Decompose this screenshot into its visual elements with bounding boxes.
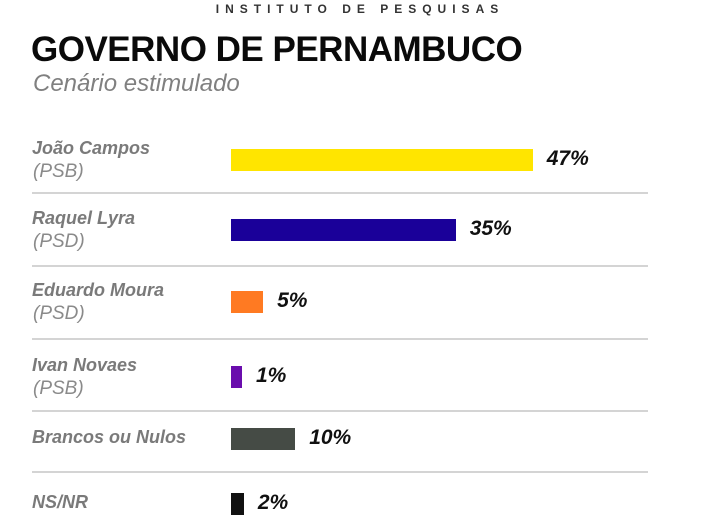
party-label: (PSD)	[33, 231, 85, 252]
row-divider	[32, 338, 648, 340]
row-divider	[32, 471, 648, 473]
candidate-name: Raquel Lyra	[32, 208, 136, 228]
row-divider	[32, 265, 648, 267]
chart-subtitle: Cenário estimulado	[33, 70, 240, 97]
candidate-name: Brancos ou Nulos	[32, 427, 187, 447]
value-label: 47%	[546, 147, 589, 170]
candidate-name: Eduardo Moura	[32, 280, 165, 300]
candidate-name: João Campos	[32, 138, 151, 158]
value-label: 35%	[469, 217, 512, 240]
value-label: 10%	[309, 426, 352, 449]
bar	[231, 366, 242, 388]
party-label: (PSB)	[33, 161, 84, 182]
bar	[231, 493, 244, 515]
value-label: 5%	[277, 289, 308, 312]
row-divider	[32, 410, 648, 412]
party-label: (PSB)	[33, 378, 84, 399]
bar	[231, 149, 533, 171]
chart-title: GOVERNO DE PERNAMBUCO	[31, 30, 523, 69]
row-divider	[32, 192, 648, 194]
candidate-name: Ivan Novaes	[32, 355, 138, 375]
institute-name: INSTITUTO DE PESQUISAS	[215, 2, 505, 16]
candidate-name: NS/NR	[32, 492, 89, 512]
party-label: (PSD)	[33, 303, 85, 324]
bar	[231, 219, 456, 241]
bar	[231, 428, 296, 450]
bar	[231, 291, 264, 313]
value-label: 1%	[256, 364, 287, 387]
value-label: 2%	[257, 491, 289, 514]
